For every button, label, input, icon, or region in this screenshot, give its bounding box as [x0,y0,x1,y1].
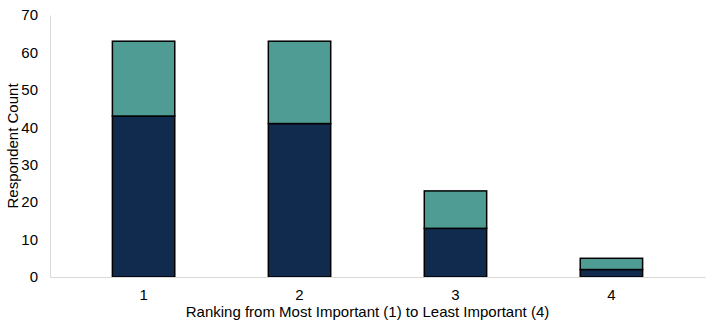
chart: 0 10 20 30 40 50 60 70 1 2 3 4 Ranking from Most Imp… [0,0,716,327]
y-tick: 40 [21,119,50,136]
bar [268,124,330,277]
x-tick: 2 [295,277,303,303]
bar [268,41,330,123]
y-tick-label: 20 [21,193,38,210]
x-axis-line [51,277,706,278]
plot: 0 10 20 30 40 50 60 70 1 2 3 4 [21,6,705,302]
y-tick: 60 [21,44,50,61]
y-tick-label: 60 [21,44,38,61]
bar [424,191,486,228]
y-tick-label: 40 [21,119,38,136]
x-axis: 1 2 3 4 [51,277,706,303]
x-tick-label: 4 [607,286,615,303]
y-axis: 0 10 20 30 40 50 60 70 [21,6,50,285]
bar [424,228,486,277]
y-tick: 0 [30,268,50,285]
y-tick: 20 [21,193,50,210]
x-tick: 3 [451,277,459,303]
y-tick-label: 0 [30,268,38,285]
y-axis-title: Respondent Count [4,83,21,209]
y-tick-label: 30 [21,156,38,173]
y-tick-label: 50 [21,81,38,98]
y-tick: 10 [21,231,50,248]
y-tick: 30 [21,156,50,173]
bars [112,41,642,277]
x-axis-title: Ranking from Most Important (1) to Least… [186,303,549,320]
x-tick-label: 2 [295,286,303,303]
bar [112,41,174,116]
x-tick-label: 1 [139,286,147,303]
bar [580,270,642,277]
x-tick-label: 3 [451,286,459,303]
y-tick: 70 [21,6,50,23]
x-tick: 1 [139,277,147,303]
y-tick-label: 10 [21,231,38,248]
bar [112,116,174,277]
y-tick: 50 [21,81,50,98]
x-tick: 4 [607,277,615,303]
y-axis-line [50,16,51,278]
bar [580,258,642,269]
y-tick-label: 70 [21,6,38,23]
